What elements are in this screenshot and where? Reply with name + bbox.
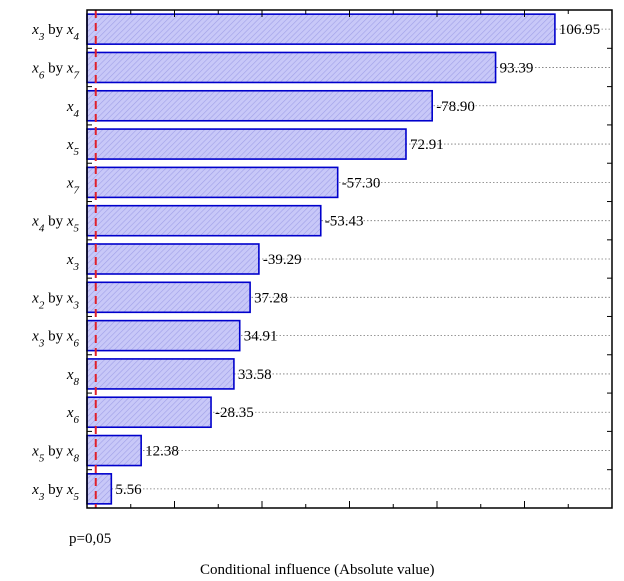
- category-label: x8: [66, 367, 80, 388]
- category-label: x3 by x4: [31, 22, 79, 43]
- value-label: 93.39: [500, 60, 534, 76]
- bar: [86, 89, 433, 122]
- bar: [86, 13, 556, 45]
- category-label: x5: [66, 137, 80, 158]
- bar: [86, 51, 497, 84]
- category-label: x6: [66, 405, 80, 426]
- value-label: -53.43: [325, 214, 364, 230]
- bar: [86, 281, 251, 314]
- category-label: x5 by x8: [31, 444, 79, 465]
- category-label: x4 by x5: [31, 214, 79, 235]
- bar: [86, 128, 407, 160]
- value-label: 72.91: [410, 137, 444, 153]
- category-label: x3: [66, 252, 80, 273]
- value-label: -39.29: [263, 252, 302, 268]
- category-label: x3 by x5: [31, 482, 79, 503]
- bar: [86, 396, 212, 429]
- x-axis-title: Conditional influence (Absolute value): [200, 562, 435, 578]
- value-label: -78.90: [436, 99, 475, 115]
- bar: [86, 319, 241, 352]
- value-label: 37.28: [254, 290, 288, 306]
- category-label: x3 by x6: [31, 329, 79, 350]
- category-label: x4: [66, 99, 80, 120]
- bar: [86, 166, 339, 199]
- category-label: x6 by x7: [31, 60, 79, 81]
- bar: [86, 358, 235, 390]
- value-label: -28.35: [215, 405, 254, 421]
- bar: [86, 243, 260, 275]
- category-label: x2 by x3: [31, 290, 79, 311]
- category-label: x7: [66, 175, 80, 196]
- value-label: 33.58: [238, 367, 272, 383]
- threshold-label: p=0,05: [69, 531, 112, 547]
- value-label: 106.95: [559, 22, 600, 38]
- bar: [86, 204, 322, 237]
- value-label: -57.30: [342, 175, 381, 191]
- value-label: 34.91: [244, 329, 278, 345]
- bar: [86, 473, 113, 505]
- value-label: 12.38: [145, 444, 179, 460]
- value-label: 5.56: [115, 482, 142, 498]
